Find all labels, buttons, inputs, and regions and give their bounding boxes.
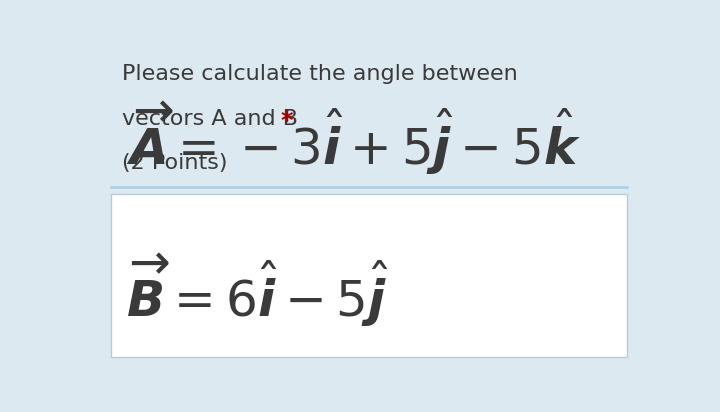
- Text: vectors A and B: vectors A and B: [122, 109, 305, 129]
- FancyBboxPatch shape: [111, 194, 627, 357]
- Text: *: *: [280, 109, 293, 133]
- Text: $\overrightarrow{\boldsymbol{B}} = 6\hat{\boldsymbol{i}} - 5\hat{\boldsymbol{j}}: $\overrightarrow{\boldsymbol{B}} = 6\hat…: [126, 252, 389, 329]
- Text: $\overrightarrow{\boldsymbol{A}} = -3\hat{\boldsymbol{i}} + 5\hat{\boldsymbol{j}: $\overrightarrow{\boldsymbol{A}} = -3\ha…: [126, 99, 581, 177]
- Text: (2 Points): (2 Points): [122, 152, 228, 173]
- Text: Please calculate the angle between: Please calculate the angle between: [122, 64, 518, 84]
